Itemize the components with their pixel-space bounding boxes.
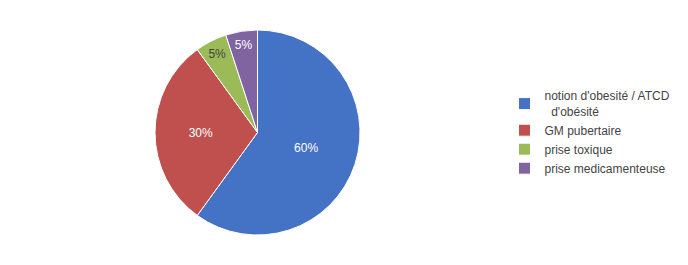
- svg-text:prise toxique: prise toxique: [545, 143, 613, 157]
- svg-text:GM pubertaire: GM pubertaire: [545, 124, 622, 138]
- svg-text:30%: 30%: [189, 126, 213, 140]
- svg-text:notion d'obesité / ATCD d'obé: notion d'obesité / ATCD d'obésité: [545, 89, 670, 119]
- svg-text:5%: 5%: [208, 47, 226, 61]
- svg-text:60%: 60%: [294, 141, 318, 155]
- svg-text:prise medicamenteuse: prise medicamenteuse: [545, 162, 666, 176]
- svg-text:5%: 5%: [235, 38, 253, 52]
